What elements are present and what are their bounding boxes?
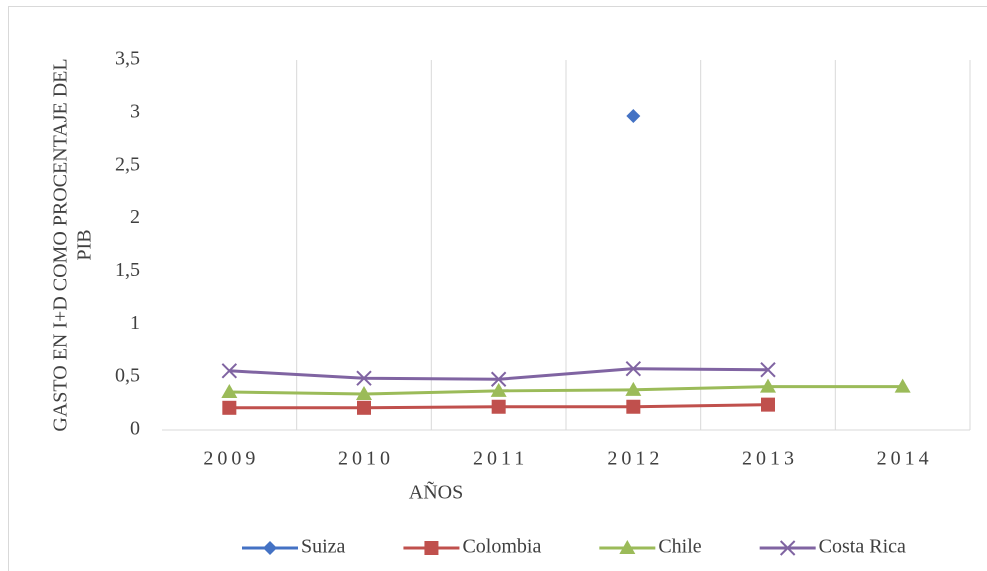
y-tick-label: 1,5	[115, 259, 140, 281]
marker	[356, 386, 372, 401]
y-axis-title: GASTO EN I+D COMO PROCENTAJE DEL PIB	[50, 58, 96, 431]
x-tick-label: 2010	[338, 448, 394, 470]
legend-label: Colombia	[462, 536, 541, 558]
legend-label: Chile	[658, 536, 701, 558]
x-tick-label: 2012	[607, 448, 663, 470]
y-tick-label: 2,5	[115, 153, 140, 175]
y-tick-label: 3	[130, 100, 140, 122]
legend-marker	[263, 541, 277, 555]
y-tick-label: 0	[130, 418, 140, 440]
series-line	[229, 367, 769, 381]
legend-marker	[424, 541, 439, 555]
marker	[625, 360, 642, 377]
marker	[357, 400, 371, 415]
x-tick-label: 2014	[877, 448, 933, 470]
legend-label: Suiza	[301, 536, 346, 558]
marker	[221, 363, 238, 379]
y-tick-label: 3,5	[115, 48, 140, 70]
marker	[761, 397, 775, 412]
y-axis-title-line: PIB	[74, 229, 96, 260]
chart-frame	[8, 6, 987, 571]
marker	[490, 382, 507, 397]
x-tick-label: 2013	[742, 448, 798, 470]
legend-marker	[619, 540, 636, 554]
marker	[760, 362, 776, 378]
x-tick-label: 2009	[203, 448, 259, 470]
y-tick-label: 0,5	[115, 365, 140, 387]
marker	[491, 399, 506, 414]
y-axis-title-line: GASTO EN I+D COMO PROCENTAJE DEL	[50, 58, 72, 431]
legend-label: Costa Rica	[819, 536, 906, 558]
marker	[626, 399, 641, 414]
y-tick-label: 2	[130, 206, 140, 228]
marker	[490, 371, 507, 387]
x-tick-label: 2011	[473, 448, 528, 470]
marker	[356, 370, 372, 386]
marker	[894, 378, 911, 393]
marker	[626, 109, 641, 124]
x-axis-title: AÑOS	[409, 480, 463, 504]
marker	[760, 378, 776, 393]
marker	[222, 400, 237, 415]
marker	[221, 383, 238, 398]
marker	[625, 381, 642, 396]
series-line	[229, 385, 903, 396]
legend-marker	[779, 540, 796, 556]
y-tick-label: 1	[130, 312, 140, 334]
